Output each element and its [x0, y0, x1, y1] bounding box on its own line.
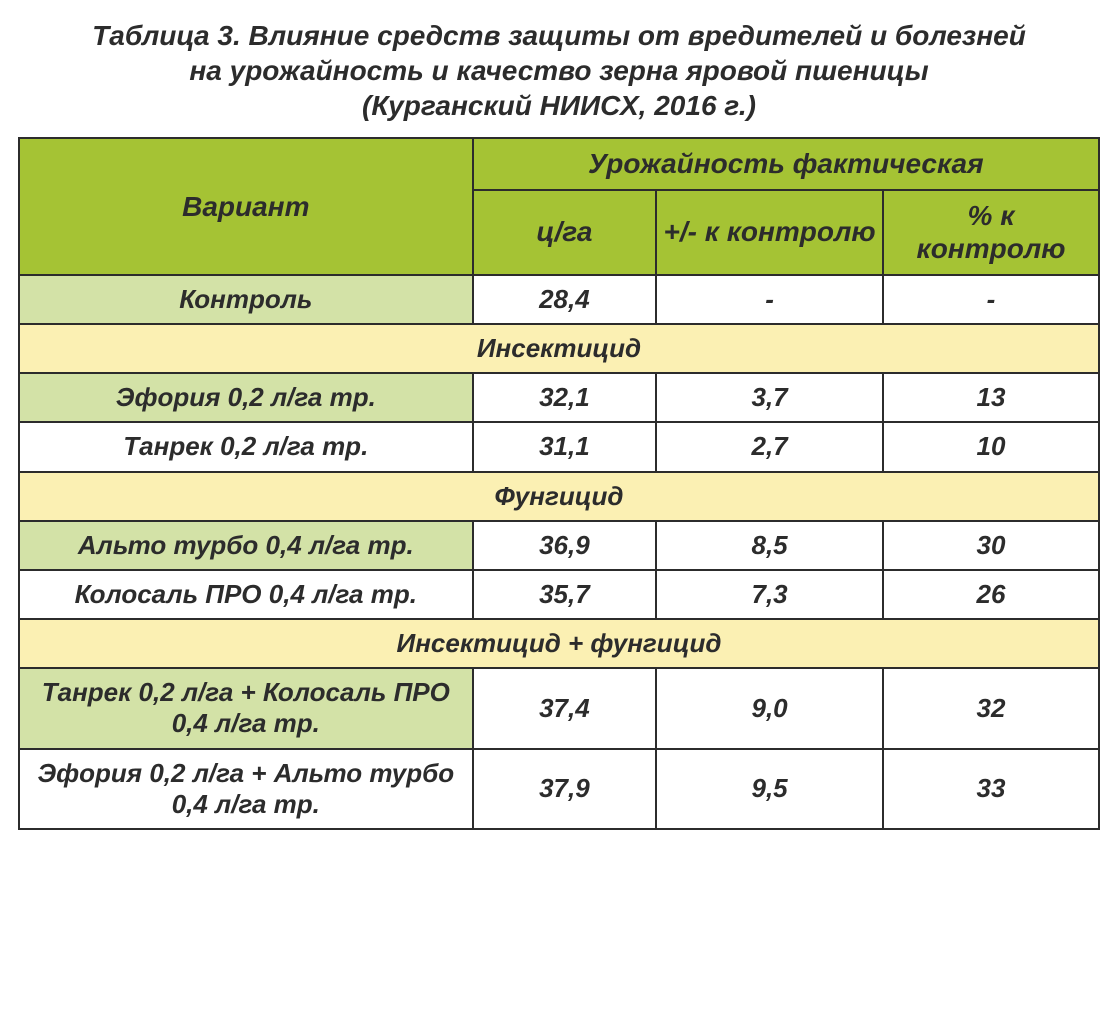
section-header: Инсектицид: [19, 324, 1099, 373]
cell-delta: 8,5: [656, 521, 883, 570]
header-pct: % к контролю: [883, 190, 1099, 275]
table-row: Эфория 0,2 л/га + Альто турбо 0,4 л/га т…: [19, 749, 1099, 829]
header-variant: Вариант: [19, 138, 473, 275]
cell-variant: Колосаль ПРО 0,4 л/га тр.: [19, 570, 473, 619]
cell-delta: 9,5: [656, 749, 883, 829]
cell-pct: 30: [883, 521, 1099, 570]
cell-pct: 13: [883, 373, 1099, 422]
table-row: Альто турбо 0,4 л/га тр.36,98,530: [19, 521, 1099, 570]
table-row: Инсектицид: [19, 324, 1099, 373]
title-line-2: на урожайность и качество зерна яровой п…: [189, 55, 928, 86]
cell-pct: -: [883, 275, 1099, 324]
cell-cga: 37,4: [473, 668, 657, 748]
cell-cga: 35,7: [473, 570, 657, 619]
table-row: Танрек 0,2 л/га + Колосаль ПРО 0,4 л/га …: [19, 668, 1099, 748]
cell-delta: 9,0: [656, 668, 883, 748]
title-line-3: (Курганский НИИСХ, 2016 г.): [362, 90, 756, 121]
table-row: Контроль28,4--: [19, 275, 1099, 324]
header-yield-group: Урожайность фактическая: [473, 138, 1099, 190]
cell-variant: Альто турбо 0,4 л/га тр.: [19, 521, 473, 570]
cell-cga: 31,1: [473, 422, 657, 471]
cell-delta: -: [656, 275, 883, 324]
title-line-1: Таблица 3. Влияние средств защиты от вре…: [92, 20, 1026, 51]
cell-pct: 10: [883, 422, 1099, 471]
header-cga: ц/га: [473, 190, 657, 275]
cell-variant: Эфория 0,2 л/га + Альто турбо 0,4 л/га т…: [19, 749, 473, 829]
table-row: Эфория 0,2 л/га тр.32,13,713: [19, 373, 1099, 422]
table-row: Фунгицид: [19, 472, 1099, 521]
cell-delta: 2,7: [656, 422, 883, 471]
cell-variant: Контроль: [19, 275, 473, 324]
table-row: Колосаль ПРО 0,4 л/га тр.35,77,326: [19, 570, 1099, 619]
cell-cga: 32,1: [473, 373, 657, 422]
table-title: Таблица 3. Влияние средств защиты от вре…: [18, 18, 1100, 123]
cell-delta: 3,7: [656, 373, 883, 422]
cell-variant: Танрек 0,2 л/га тр.: [19, 422, 473, 471]
cell-delta: 7,3: [656, 570, 883, 619]
section-header: Фунгицид: [19, 472, 1099, 521]
cell-cga: 36,9: [473, 521, 657, 570]
cell-pct: 26: [883, 570, 1099, 619]
cell-variant: Эфория 0,2 л/га тр.: [19, 373, 473, 422]
section-header: Инсектицид + фунгицид: [19, 619, 1099, 668]
cell-cga: 28,4: [473, 275, 657, 324]
header-delta: +/- к контролю: [656, 190, 883, 275]
cell-cga: 37,9: [473, 749, 657, 829]
cell-variant: Танрек 0,2 л/га + Колосаль ПРО 0,4 л/га …: [19, 668, 473, 748]
cell-pct: 33: [883, 749, 1099, 829]
yield-table: Вариант Урожайность фактическая ц/га +/-…: [18, 137, 1100, 830]
cell-pct: 32: [883, 668, 1099, 748]
table-row: Инсектицид + фунгицид: [19, 619, 1099, 668]
table-row: Танрек 0,2 л/га тр.31,12,710: [19, 422, 1099, 471]
